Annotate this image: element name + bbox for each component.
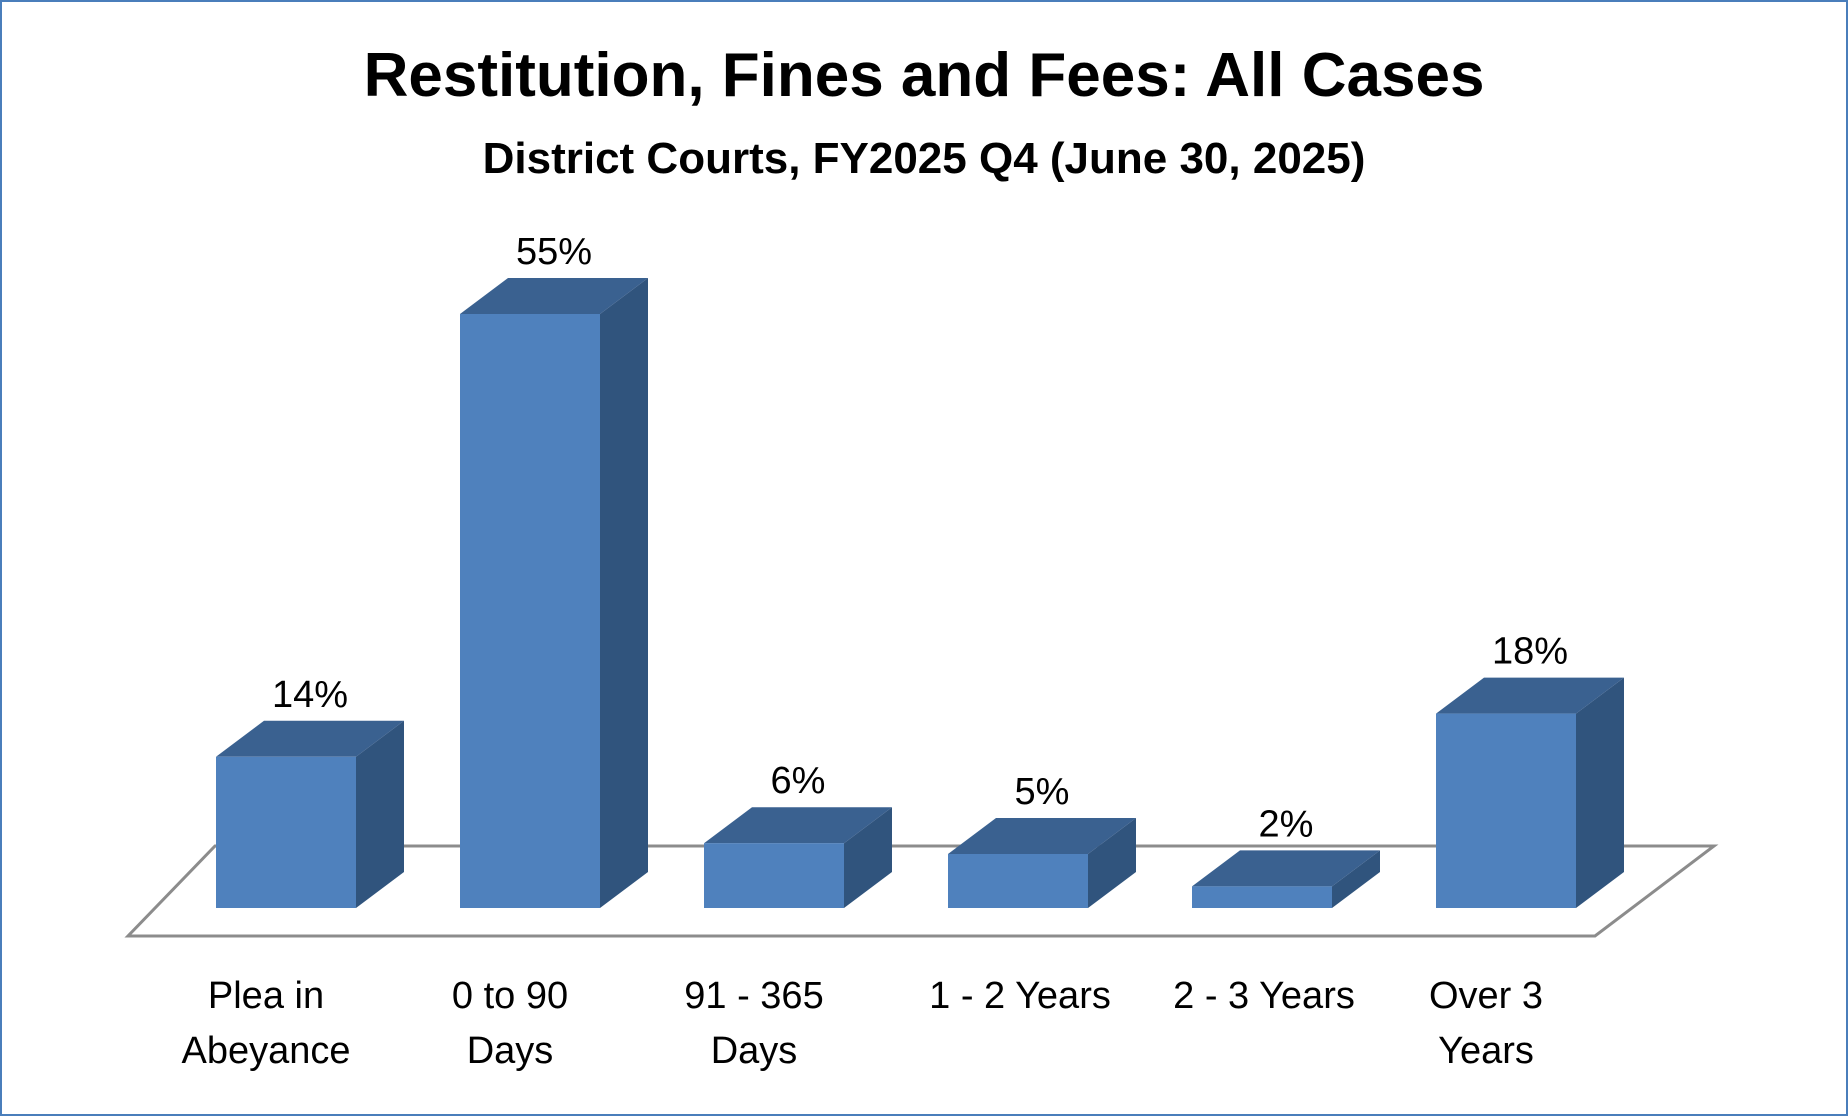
bar-side (600, 278, 648, 908)
bar-top (460, 278, 648, 314)
bar-side (356, 720, 404, 908)
category-label: 2 - 3 Years (1173, 975, 1355, 1017)
category-label: Days (711, 1030, 798, 1072)
bar-side (1332, 850, 1380, 908)
bar-front (460, 314, 600, 908)
bar-side (844, 807, 892, 908)
bar-top (948, 818, 1136, 854)
chart-title: Restitution, Fines and Fees: All Cases (363, 41, 1485, 110)
data-label: 5% (1015, 771, 1070, 813)
category-label: 1 - 2 Years (929, 975, 1111, 1017)
bar-front (1436, 713, 1576, 908)
category-label: Years (1438, 1030, 1534, 1072)
bar-group (216, 278, 1624, 908)
data-label: 55% (516, 231, 592, 273)
chart-subtitle: District Courts, FY2025 Q4 (June 30, 202… (482, 134, 1366, 183)
bar (1192, 850, 1380, 908)
bar-top (216, 720, 404, 757)
data-label: 14% (272, 674, 348, 716)
bar-front (1192, 886, 1332, 908)
category-label: Abeyance (181, 1030, 350, 1072)
category-label: 0 to 90 (452, 975, 568, 1017)
bar-top (1436, 677, 1624, 714)
bar (948, 818, 1136, 908)
data-label: 2% (1259, 803, 1314, 845)
category-label: Days (467, 1030, 554, 1072)
bar (460, 278, 648, 908)
bar-top (704, 807, 892, 844)
data-label: 6% (771, 760, 826, 802)
category-label: Over 3 (1429, 975, 1543, 1017)
bar-side (1576, 677, 1624, 908)
category-label: 91 - 365 (684, 975, 823, 1017)
bar-front (948, 854, 1088, 908)
bar (704, 807, 892, 908)
data-label: 18% (1492, 631, 1568, 673)
bar-front (216, 756, 356, 908)
bar-side (1088, 818, 1136, 908)
bar (1436, 677, 1624, 908)
category-label: Plea in (208, 975, 324, 1017)
bar (216, 720, 404, 908)
bar-front (704, 843, 844, 908)
bar-top (1192, 850, 1380, 887)
label-group: 14% Plea in Abeyance 55% 0 to 90 Days 6% 91 - 3… (181, 231, 1568, 1072)
